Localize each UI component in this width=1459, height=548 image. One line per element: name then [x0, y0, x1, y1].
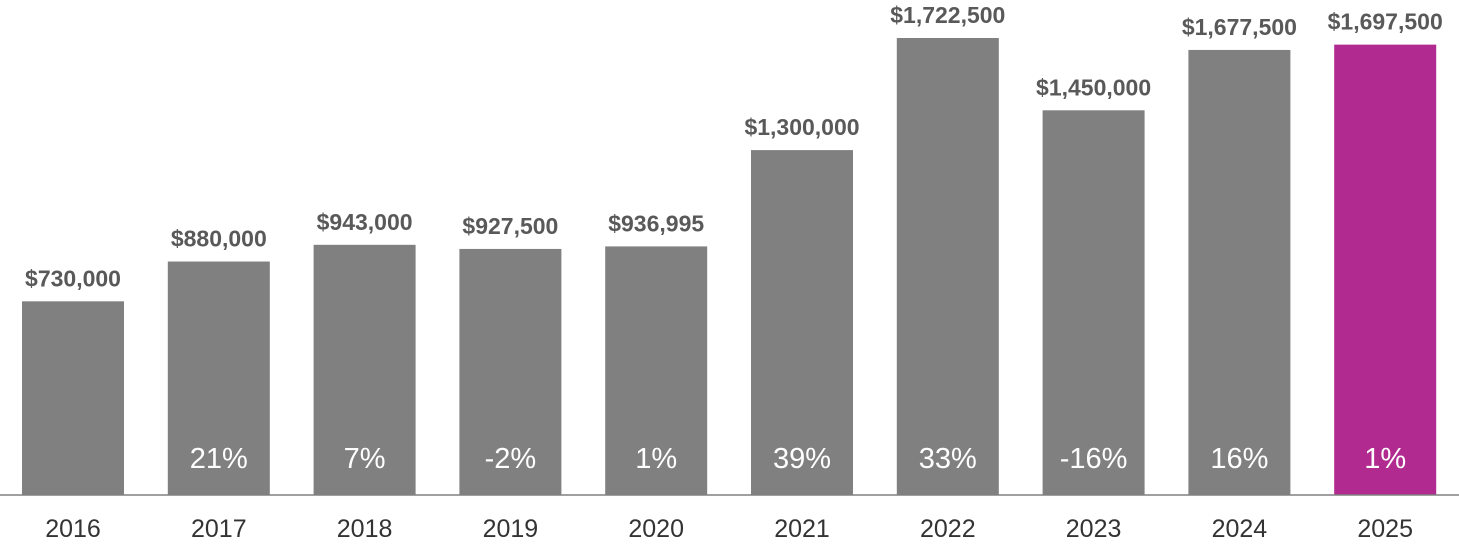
bar-2024	[1188, 49, 1291, 496]
change-label-2017: 21%	[190, 443, 248, 475]
x-tick-2019: 2019	[483, 515, 539, 543]
bar-2017	[167, 261, 270, 495]
bar-2016	[22, 301, 124, 495]
bar-2018	[313, 244, 416, 495]
change-label-2018: 7%	[344, 443, 386, 475]
change-label-2023: -16%	[1060, 443, 1128, 475]
value-label-2025: $1,697,500	[1328, 9, 1443, 35]
bar-2023	[1042, 110, 1145, 495]
bar-2022	[896, 38, 999, 495]
x-tick-2021: 2021	[774, 515, 830, 543]
x-tick-2025: 2025	[1357, 515, 1413, 543]
value-label-2017: $880,000	[171, 226, 267, 252]
x-tick-2016: 2016	[45, 515, 101, 543]
change-label-2019: -2%	[485, 443, 537, 475]
value-label-2019: $927,500	[462, 213, 558, 239]
value-label-2022: $1,722,500	[890, 2, 1005, 28]
change-label-2021: 39%	[773, 443, 831, 475]
labels-layer: $730,000 2016 $880,000 21% 2017 $943,000 7% 201…	[25, 2, 1443, 543]
bar-2025	[1334, 44, 1437, 495]
bar-2020	[605, 246, 708, 495]
change-label-2020: 1%	[635, 443, 677, 475]
x-tick-2020: 2020	[628, 515, 684, 543]
change-label-2024: 16%	[1210, 443, 1268, 475]
x-tick-2023: 2023	[1066, 515, 1122, 543]
x-tick-2022: 2022	[920, 515, 976, 543]
bar-2019	[459, 248, 562, 495]
change-label-2022: 33%	[919, 443, 977, 475]
change-label-2025: 1%	[1364, 443, 1406, 475]
x-tick-2017: 2017	[191, 515, 247, 543]
bar-2021	[751, 150, 853, 495]
value-label-2020: $936,995	[608, 210, 704, 236]
value-label-2023: $1,450,000	[1036, 74, 1151, 100]
x-tick-2018: 2018	[337, 515, 393, 543]
x-tick-2024: 2024	[1212, 515, 1268, 543]
value-label-2024: $1,677,500	[1182, 14, 1297, 40]
value-label-2016: $730,000	[25, 265, 121, 291]
bars-layer	[22, 38, 1437, 496]
value-label-2021: $1,300,000	[744, 114, 859, 140]
value-label-2018: $943,000	[317, 209, 413, 235]
